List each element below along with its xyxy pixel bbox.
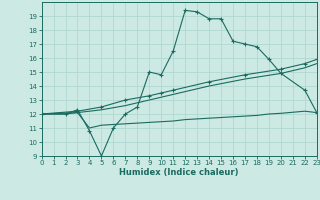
X-axis label: Humidex (Indice chaleur): Humidex (Indice chaleur) bbox=[119, 168, 239, 177]
